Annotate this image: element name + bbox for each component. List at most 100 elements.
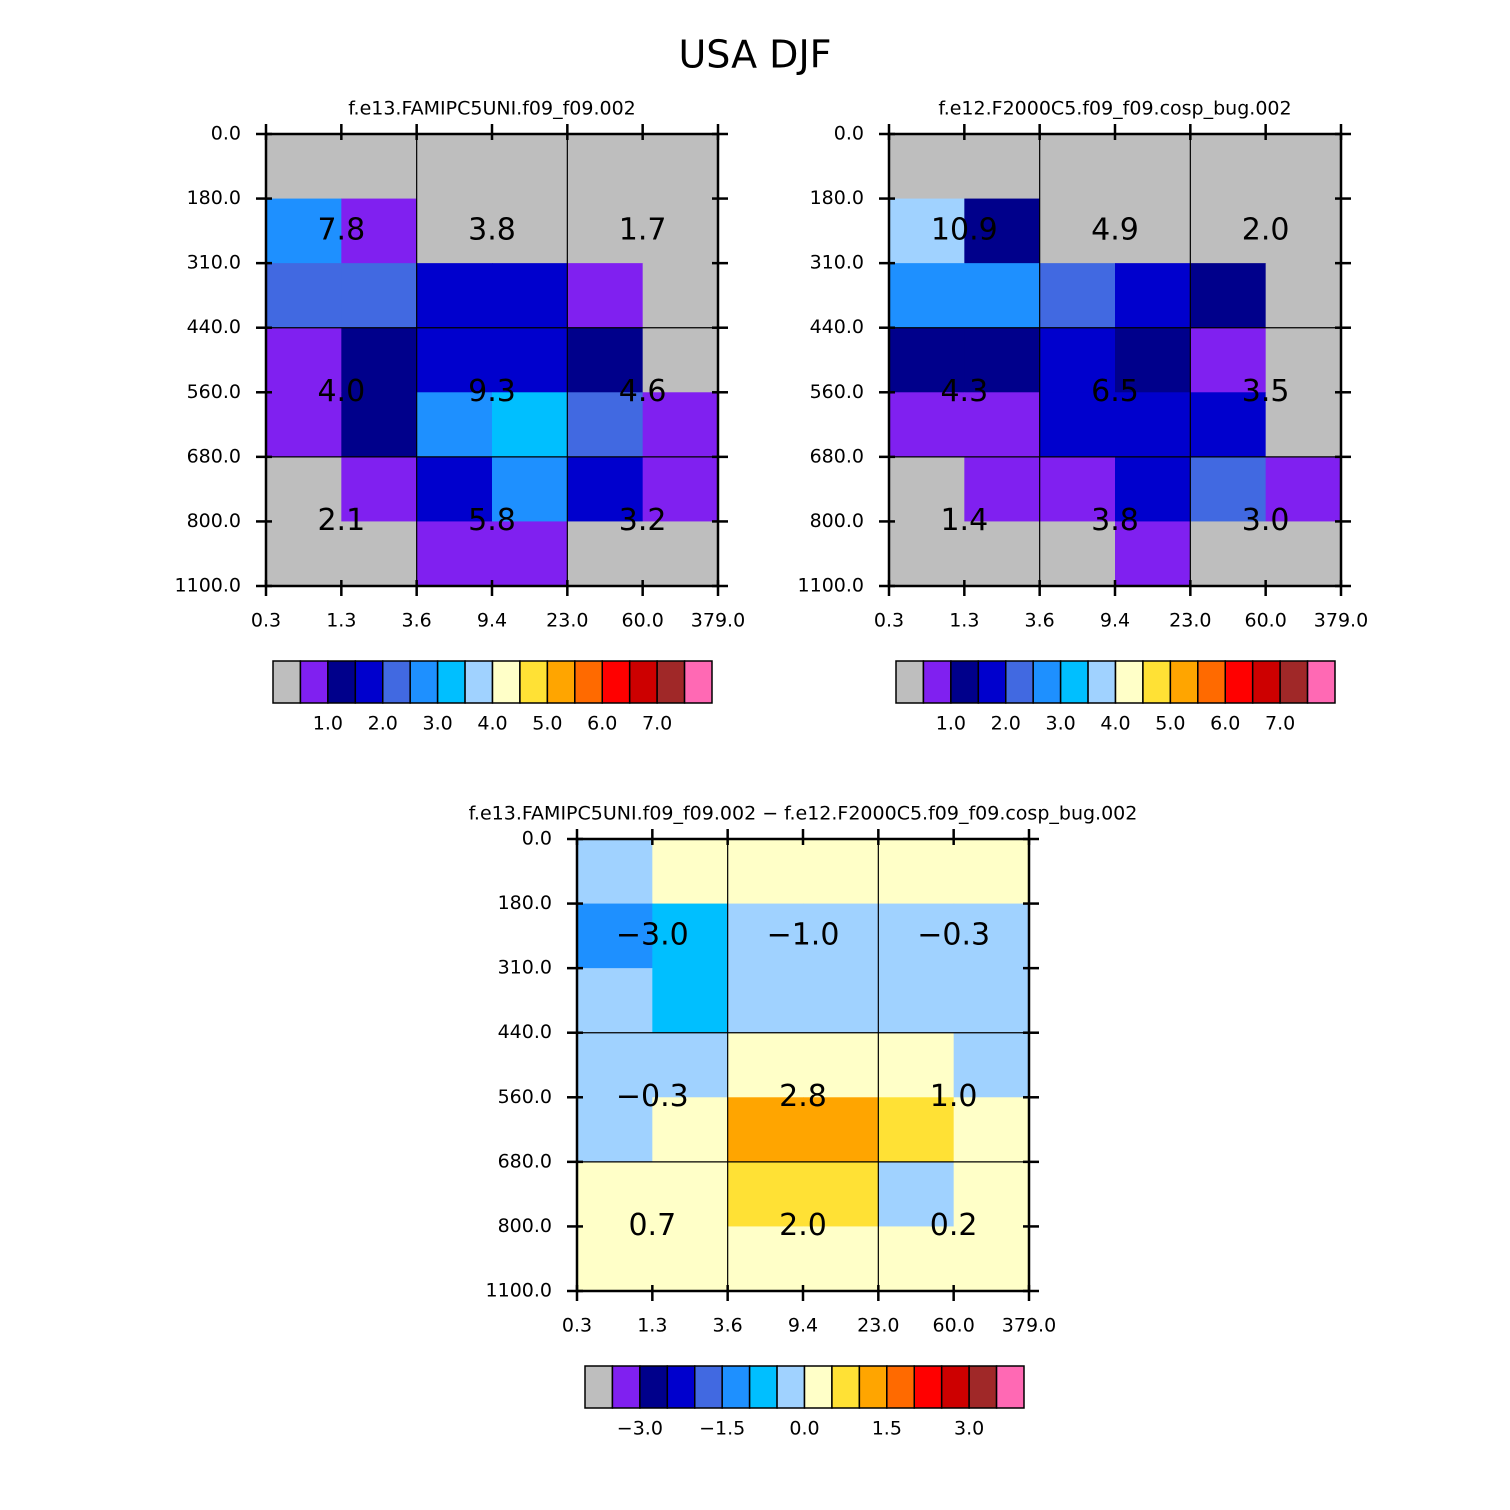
cell-annotation: 2.1 (317, 503, 365, 538)
colorbar-box (354, 660, 384, 704)
colorbar-box (409, 660, 439, 704)
colorbar-label: 7.0 (1265, 713, 1295, 735)
cell (416, 327, 493, 393)
cell (416, 392, 493, 458)
cell-annotation: 1.7 (619, 212, 667, 247)
colorbar-label: 0.0 (789, 1418, 819, 1440)
cell (341, 327, 418, 393)
x-tick-label: 0.3 (874, 610, 904, 632)
cell (1265, 198, 1342, 264)
x-tick-label: 60.0 (622, 610, 664, 632)
colorbar-box (694, 1365, 723, 1409)
cell (889, 392, 965, 458)
cell (953, 903, 1030, 969)
cell (416, 134, 493, 200)
x-tick-label: 3.6 (402, 610, 432, 632)
cell-annotation: 4.3 (940, 374, 988, 409)
cell (567, 392, 644, 458)
x-tick-label: 379.0 (1002, 1315, 1056, 1337)
x-tick-label: 23.0 (546, 610, 588, 632)
y-tick-label: 560.0 (498, 1086, 552, 1108)
cell-annotation: 4.6 (619, 374, 667, 409)
cell (492, 521, 568, 587)
colorbar-label: 1.5 (872, 1418, 902, 1440)
cell-annotation: 7.8 (317, 212, 365, 247)
cell (1115, 392, 1191, 458)
x-tick-label: 9.4 (788, 1315, 818, 1337)
cell (266, 263, 342, 329)
x-tick-label: 0.3 (562, 1315, 592, 1337)
colorbar-box (519, 660, 549, 704)
y-tick-label: 680.0 (498, 1150, 552, 1172)
cell-annotation: 4.0 (317, 374, 365, 409)
cell (889, 198, 965, 264)
y-tick-label: 440.0 (498, 1021, 552, 1043)
cell (567, 327, 644, 393)
y-tick-label: 440.0 (187, 316, 241, 338)
colorbar-label: 2.0 (368, 713, 398, 735)
cell (953, 1032, 1030, 1098)
cell (341, 134, 418, 200)
cell (341, 521, 418, 587)
cell (1265, 521, 1342, 587)
cell-annotation: 10.9 (931, 212, 998, 247)
cell-annotation: 2.8 (779, 1079, 827, 1114)
cell (1115, 327, 1191, 393)
cell (1115, 456, 1191, 522)
colorbar-box (1087, 660, 1117, 704)
cell (492, 456, 568, 522)
colorbar-box (977, 660, 1007, 704)
y-tick-label: 1100.0 (798, 575, 864, 597)
colorbar-box (1306, 660, 1336, 704)
y-tick-label: 0.0 (211, 123, 241, 145)
colorbar-box (748, 1365, 778, 1409)
y-tick-label: 310.0 (498, 957, 552, 979)
cell (889, 263, 965, 329)
colorbar-box (1169, 660, 1199, 704)
cell (492, 263, 568, 329)
cell (1039, 263, 1116, 329)
cell-annotation: 3.0 (1242, 503, 1290, 538)
colorbar-box (382, 660, 411, 704)
colorbar-box (611, 1365, 641, 1409)
cell (577, 1161, 653, 1227)
cell-annotation: 9.3 (468, 374, 516, 409)
colorbar-box (1224, 660, 1254, 704)
y-tick-label: 310.0 (187, 252, 241, 274)
cell (577, 903, 653, 969)
colorbar-box (584, 1365, 614, 1409)
colorbar-box (546, 660, 576, 704)
x-tick-label: 9.4 (1100, 610, 1130, 632)
colorbar-box (1032, 660, 1062, 704)
cell (803, 1226, 879, 1292)
colorbar-box (491, 660, 521, 704)
cell (803, 1032, 879, 1098)
x-tick-label: 23.0 (857, 1315, 899, 1337)
x-tick-label: 9.4 (477, 610, 507, 632)
y-tick-label: 0.0 (522, 828, 552, 850)
colorbar-box (299, 660, 329, 704)
cell-annotation: 1.0 (930, 1079, 978, 1114)
x-tick-label: 23.0 (1169, 610, 1211, 632)
cell (964, 327, 1041, 393)
cell-annotation: 6.5 (1091, 374, 1139, 409)
cell (492, 327, 568, 393)
cell (577, 968, 653, 1034)
cell (652, 903, 729, 969)
cell (1115, 521, 1191, 587)
x-tick-label: 1.3 (326, 610, 356, 632)
colorbar-box (803, 1365, 833, 1409)
cell-annotation: 1.4 (940, 503, 988, 538)
colorbar-box (683, 660, 713, 704)
cell-annotation: −1.0 (767, 917, 840, 952)
cell-annotation: 3.8 (468, 212, 516, 247)
panel-title: f.e13.FAMIPC5UNI.f09_f09.002 (348, 98, 636, 120)
cell-annotation: −0.3 (917, 917, 990, 952)
colorbar-box (922, 660, 952, 704)
cell (577, 1032, 653, 1098)
cell (803, 903, 879, 969)
x-tick-label: 379.0 (691, 610, 745, 632)
x-tick-label: 60.0 (1245, 610, 1287, 632)
cell (953, 968, 1030, 1034)
